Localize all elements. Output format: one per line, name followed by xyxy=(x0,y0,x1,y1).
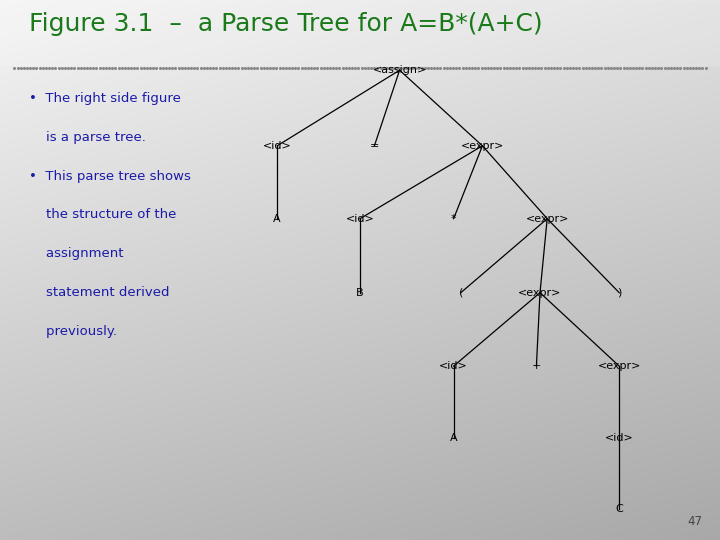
Text: assignment: assignment xyxy=(29,247,123,260)
Text: <id>: <id> xyxy=(605,434,634,443)
Text: B: B xyxy=(356,288,364,298)
Text: the structure of the: the structure of the xyxy=(29,208,176,221)
Text: Figure 3.1  –  a Parse Tree for A=B*(A+C): Figure 3.1 – a Parse Tree for A=B*(A+C) xyxy=(29,12,542,36)
Text: statement derived: statement derived xyxy=(29,286,169,299)
Text: *: * xyxy=(451,214,456,224)
Text: <id>: <id> xyxy=(263,141,292,151)
Text: <expr>: <expr> xyxy=(598,361,641,371)
Text: =: = xyxy=(369,141,379,151)
Text: (: ( xyxy=(459,288,463,298)
Text: A: A xyxy=(450,434,457,443)
Text: •  This parse tree shows: • This parse tree shows xyxy=(29,170,191,183)
Text: <expr>: <expr> xyxy=(461,141,504,151)
Text: C: C xyxy=(616,504,623,514)
Text: +: + xyxy=(531,361,541,371)
Text: <id>: <id> xyxy=(346,214,374,224)
Text: <id>: <id> xyxy=(439,361,468,371)
Bar xyxy=(0,0,720,65)
Text: <expr>: <expr> xyxy=(526,214,569,224)
Text: <assign>: <assign> xyxy=(372,65,427,75)
Text: 47: 47 xyxy=(687,515,702,528)
Text: A: A xyxy=(274,214,281,224)
Text: ): ) xyxy=(617,288,621,298)
Text: is a parse tree.: is a parse tree. xyxy=(29,131,145,144)
Text: previously.: previously. xyxy=(29,325,117,338)
Text: <expr>: <expr> xyxy=(518,288,562,298)
Text: •  The right side figure: • The right side figure xyxy=(29,92,181,105)
